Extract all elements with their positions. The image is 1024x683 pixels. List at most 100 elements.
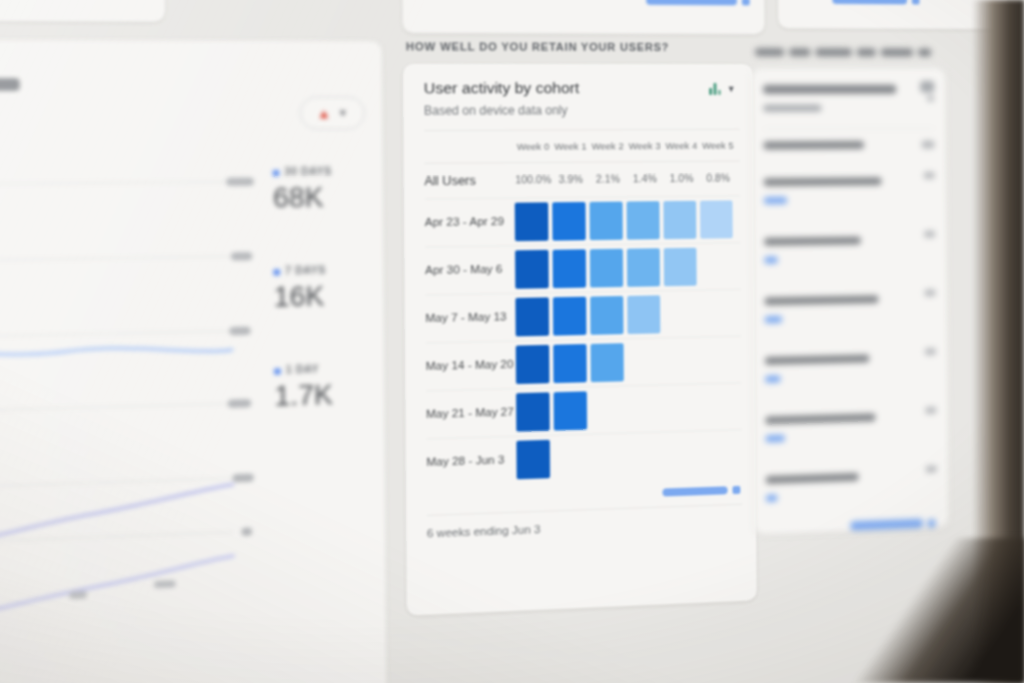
metric-label: 7 DAYS xyxy=(285,265,327,278)
heat-cell xyxy=(663,247,697,287)
item-link-blurred[interactable] xyxy=(764,315,783,324)
heatmap-cells xyxy=(515,247,697,289)
week-header-row: Week 0 Week 1 Week 2 Week 3 Week 4 Week … xyxy=(424,141,740,154)
item-value-blurred xyxy=(925,406,937,414)
heat-cell xyxy=(626,248,661,287)
cohort-row: Apr 30 - May 6 xyxy=(424,242,741,295)
card-title-blurred xyxy=(763,84,897,94)
week-header: Week 3 xyxy=(628,141,661,153)
top-middle-card xyxy=(401,0,765,35)
y-axis-label xyxy=(232,473,254,483)
card-title-blurred xyxy=(0,78,20,91)
blurred-link-text xyxy=(662,486,728,497)
cohort-row: Apr 23 - Apr 29 xyxy=(424,195,741,247)
legend-bullet-icon xyxy=(273,268,280,275)
list-item xyxy=(764,230,936,269)
arrow-right-icon xyxy=(732,485,741,495)
view-retention-link[interactable] xyxy=(427,485,741,505)
heat-cell xyxy=(552,201,586,241)
heatmap-cells xyxy=(514,200,733,242)
arrow-right-icon xyxy=(911,0,920,4)
metric-30-days[interactable]: 30 DAYS 68K xyxy=(272,166,389,214)
all-users-value: 1.0% xyxy=(669,172,694,186)
all-users-label: All Users xyxy=(424,173,476,189)
cohort-row: May 7 - May 13 xyxy=(425,288,742,343)
heat-cell xyxy=(515,344,550,385)
metric-7-days[interactable]: 7 DAYS 16K xyxy=(273,264,390,313)
data-quality-control[interactable]: ▲ ▼ xyxy=(299,96,365,130)
top-right-card-link[interactable] xyxy=(832,0,920,5)
user-activity-cohort-card: User activity by cohort Based on device … xyxy=(402,63,757,616)
card-subtitle-blurred xyxy=(763,104,822,112)
retention-section-header: HOW WELL DO YOU RETAIN YOUR USERS? xyxy=(405,41,670,54)
divider xyxy=(763,127,935,130)
insights-icon xyxy=(709,82,722,95)
y-axis-label xyxy=(227,399,252,408)
cohort-footer: 6 weeks ending Jun 3 xyxy=(426,524,541,541)
list-item xyxy=(763,171,936,209)
heat-cell xyxy=(700,200,733,239)
view-user-acquisition-link[interactable] xyxy=(646,0,750,6)
card-options-control[interactable]: ▼ xyxy=(708,82,736,96)
chevron-down-icon: ▼ xyxy=(726,83,736,94)
menu-icon xyxy=(920,80,935,93)
heat-cell xyxy=(514,202,549,242)
list-item xyxy=(764,348,937,388)
all-users-value: 3.9% xyxy=(558,173,583,187)
item-link-blurred[interactable] xyxy=(765,494,778,502)
heat-cell xyxy=(626,201,660,240)
card-subtitle: Based on device data only xyxy=(423,103,568,118)
arrow-right-icon xyxy=(741,0,750,5)
top-right-card xyxy=(777,0,1008,30)
card-title: User activity by cohort xyxy=(423,80,580,98)
heat-cell xyxy=(589,248,624,288)
heatmap-cells xyxy=(516,439,551,480)
arrow-right-icon xyxy=(927,518,936,527)
active-users-line-chart xyxy=(0,103,249,683)
heat-cell xyxy=(516,392,550,432)
divider xyxy=(424,128,740,132)
heat-cell xyxy=(627,295,661,335)
heat-cell xyxy=(589,201,623,241)
right-card-bottom-link[interactable] xyxy=(766,518,936,533)
metric-1-day[interactable]: 1 DAY 1.7K xyxy=(274,363,390,413)
legend-bullet-icon xyxy=(272,169,280,176)
heat-cell xyxy=(515,249,549,289)
cohort-row: May 14 - May 20 xyxy=(425,335,742,391)
week-header: Week 1 xyxy=(554,141,587,153)
heat-cell xyxy=(590,295,624,335)
all-users-row: All Users 100.0% 3.9% 2.1% 1.4% 1.0% 0.8… xyxy=(424,162,740,199)
heat-cell xyxy=(515,297,550,337)
cohort-label: Apr 23 - Apr 29 xyxy=(424,215,505,230)
metric-label: 1 DAY xyxy=(285,364,320,377)
item-value-blurred xyxy=(923,171,935,179)
right-section-header-blurred xyxy=(754,48,932,57)
all-users-value: 1.4% xyxy=(632,173,657,186)
y-axis-label xyxy=(226,177,254,186)
legend-bullet-icon xyxy=(274,367,281,375)
divider xyxy=(426,503,743,516)
metric-value: 16K xyxy=(273,280,325,313)
chevron-down-icon: ▼ xyxy=(338,107,348,118)
item-value-blurred xyxy=(925,465,937,473)
heat-cell xyxy=(552,296,587,336)
blurred-link-text xyxy=(646,0,738,6)
item-link-blurred[interactable] xyxy=(764,256,778,264)
heat-cell xyxy=(553,344,587,384)
all-users-value: 0.8% xyxy=(706,172,730,185)
card-menu-control[interactable] xyxy=(920,80,935,102)
list-item xyxy=(765,465,937,506)
cohort-label: Apr 30 - May 6 xyxy=(424,263,503,278)
list-item xyxy=(764,289,936,328)
item-link-blurred[interactable] xyxy=(763,196,788,205)
item-link-blurred[interactable] xyxy=(765,434,785,443)
y-axis-label xyxy=(241,527,253,537)
heatmap-cells xyxy=(515,295,661,337)
all-users-value: 100.0% xyxy=(515,174,552,187)
item-link-blurred[interactable] xyxy=(765,375,781,383)
blurred-link-text xyxy=(850,518,924,531)
week-header: Week 5 xyxy=(702,140,734,152)
cohort-label: May 28 - Jun 3 xyxy=(426,454,505,470)
